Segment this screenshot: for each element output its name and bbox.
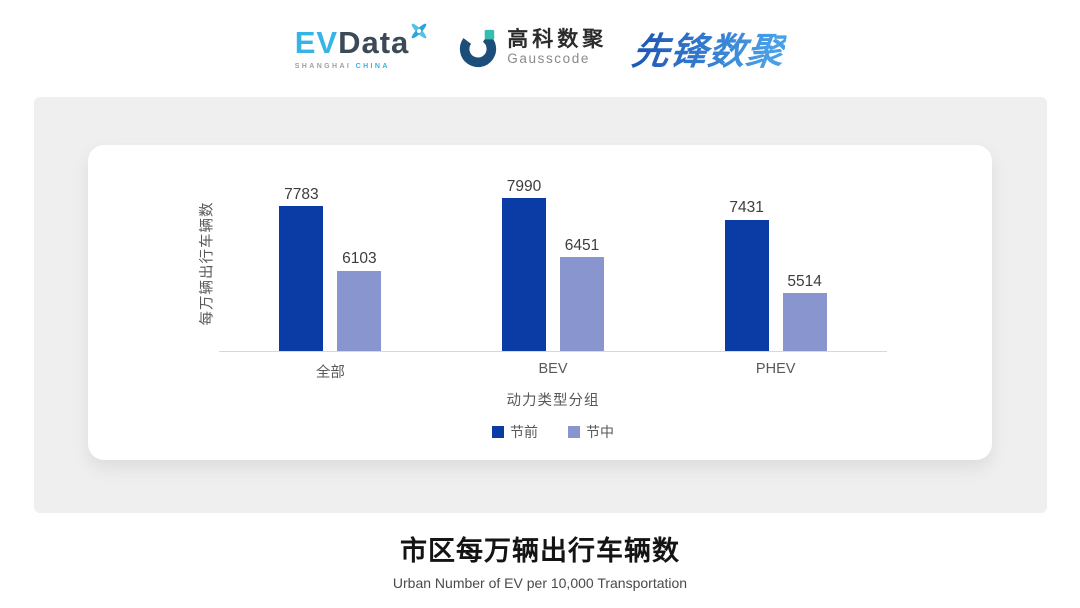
legend-swatch [568,426,580,438]
bar-value-label: 5514 [787,272,822,290]
bar-节前 [724,219,769,351]
plot-area: 7783 6103 7990 6451 7431 5514 [219,175,887,352]
bar-chart: 每万辆出行车辆数 7783 6103 7990 6451 7431 5514 全部 BEV P… [193,175,887,442]
legend: 节前 节中 [219,422,887,442]
x-axis-title: 动力类型分组 [506,393,600,409]
evdata-subtext: SHANGHAI CHINA [295,63,390,70]
bar-节中 [560,257,604,351]
legend-item-节前: 节前 [492,422,538,442]
evdata-logo: EV Data SHANGHAI CHINA [294,23,432,70]
y-axis-label: 每万辆出行车辆数 [199,201,216,326]
legend-item-节中: 节中 [568,422,614,442]
bar-节前 [279,206,324,351]
category-label-BEV: BEV [538,361,568,377]
bar-column: 7783 [279,185,324,351]
bar-group-全部: 7783 6103 [219,187,442,351]
evdata-pinwheel-icon [411,23,427,38]
bar-column: 6103 [337,250,382,351]
header-logos: EV Data SHANGHAI CHINA 高科数聚 Gausscode 先锋数… [0,0,1080,96]
evdata-data-text: Data [338,24,410,60]
gausscode-logo: 高科数聚 Gausscode [457,27,607,69]
legend-swatch [492,426,504,438]
gausscode-g-icon [460,29,497,68]
bar-group-BEV: 7990 6451 [442,179,665,351]
gausscode-wordmark: 高科数聚 Gausscode [507,28,607,67]
evdata-wordmark: EV Data [294,23,432,60]
bar-column: 7990 [502,179,546,351]
bar-column: 7431 [724,199,769,351]
bar-value-label: 7990 [506,177,542,195]
category-label-全部: 全部 [315,365,345,381]
x-axis-category-labels: 全部 BEV PHEV [219,361,887,382]
bar-节中 [782,293,827,351]
bar-value-label: 6451 [564,236,600,254]
legend-label: 节中 [586,424,614,440]
chart-card: 每万辆出行车辆数 7783 6103 7990 6451 7431 5514 全部 BEV P… [88,145,992,460]
bar-value-label: 6103 [342,250,377,267]
evdata-shanghai-text: SHANGHAI [294,62,352,70]
xianfeng-logo: 先锋数聚 [629,21,789,75]
legend-label: 节前 [510,424,538,440]
bar-value-label: 7783 [284,185,319,203]
y-axis-label-box: 每万辆出行车辆数 [193,175,219,352]
report-panel: 每万辆出行车辆数 7783 6103 7990 6451 7431 5514 全部 BEV P… [33,97,1047,513]
category-label-PHEV: PHEV [755,361,796,377]
bar-节前 [502,198,546,351]
evdata-ev-text: EV [294,24,339,60]
chart-subtitle: Urban Number of EV per 10,000 Transporta… [392,575,688,591]
bar-group-PHEV: 7431 5514 [664,200,887,351]
bar-column: 6451 [560,238,604,351]
plot-area-wrap: 7783 6103 7990 6451 7431 5514 全部 BEV PHEV 动力类型分… [219,175,887,442]
title-block: 市区每万辆出行车辆数 Urban Number of EV per 10,000… [0,529,1080,591]
gausscode-en-text: Gausscode [507,51,590,67]
bar-value-label: 7431 [729,199,764,217]
bar-节中 [337,270,382,351]
chart-title: 市区每万辆出行车辆数 [400,536,680,566]
evdata-china-text: CHINA [355,62,390,70]
gausscode-cn-text: 高科数聚 [507,28,608,52]
bar-column: 5514 [782,272,827,351]
